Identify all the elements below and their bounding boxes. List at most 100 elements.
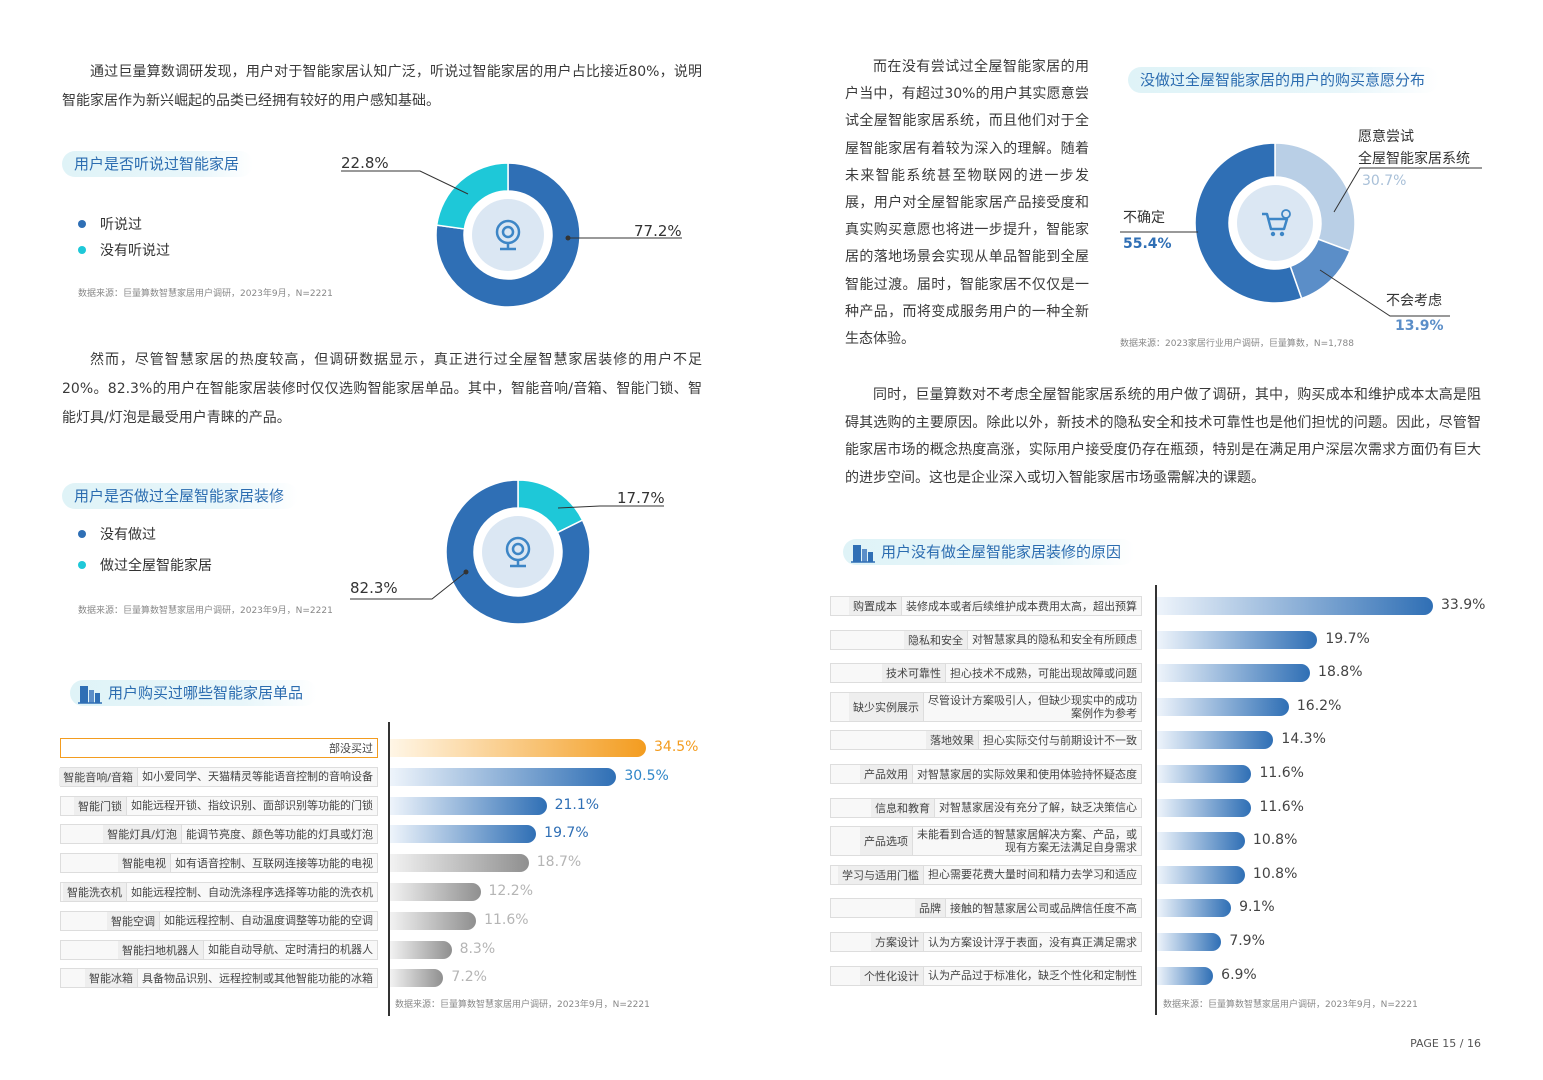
donut-slice-2 — [1194, 142, 1303, 304]
bar — [1157, 832, 1245, 851]
leader-dot — [565, 235, 571, 241]
category-label: 智能音响/音箱 如小爱同学、天猫精灵等能语音控制的音响设备 — [59, 766, 378, 787]
category-label: 智能扫地机器人 如能自动导航、定时清扫的机器人 — [60, 939, 378, 960]
category-name: 智能洗衣机 — [63, 883, 127, 901]
chart3-source: 数据来源：巨量算数智慧家居用户调研，2023年9月，N=2221 — [395, 1000, 650, 1010]
category-name: 购置成本 — [849, 597, 902, 615]
category-desc: 认为方案设计浮于表面，没有真正满足需求 — [928, 935, 1137, 949]
chart3-title: 用户购买过哪些智能家居单品 — [70, 680, 318, 706]
category-desc: 对智慧家居没有充分了解，缺乏决策信心 — [939, 801, 1137, 815]
chart4-val-no: 13.9% — [1395, 318, 1444, 334]
building-icon — [851, 545, 875, 563]
category-name: 智能电视 — [118, 854, 171, 873]
right-paragraph-2: 同时，巨量算数对不考虑全屋智能家居系统的用户做了调研，其中，购买成本和维护成本太… — [845, 387, 1481, 486]
category-name: 智能音响/音箱 — [59, 767, 138, 786]
category-desc: 对智慧家居的实际效果和使用体验持怀疑态度 — [917, 767, 1137, 781]
bar — [1157, 899, 1232, 918]
donut-center — [482, 516, 554, 588]
bar-value: 8.3% — [459, 940, 496, 957]
webcam-icon — [505, 536, 531, 568]
category-label: 智能洗衣机 如能远程控制、自动洗涤程序选择等功能的洗衣机 — [60, 882, 378, 902]
bar-value: 11.6% — [1259, 765, 1304, 781]
category-label: 部没买过 — [60, 738, 378, 758]
bar — [390, 854, 529, 873]
bar — [390, 969, 444, 988]
chart3-axis — [388, 722, 390, 1016]
chart5-axis — [1155, 585, 1157, 1015]
chart4-title: 没做过全屋智能家居的用户的购买意愿分布 — [1128, 67, 1440, 93]
category-name: 缺少实例展示 — [849, 692, 924, 721]
right-paragraph-1: 而在没有尝试过全屋智能家居的用户当中，有超过30%的用户其实愿意尝试全屋智能家居… — [845, 59, 1089, 348]
category-desc: 如能自动导航、定时清扫的机器人 — [208, 943, 373, 957]
category-name: 智能空调 — [107, 911, 160, 930]
chart1-source: 数据来源：巨量算数智慧家居用户调研，2023年9月，N=2221 — [78, 289, 333, 299]
bar-value: 7.9% — [1229, 933, 1265, 949]
chart5-title: 用户没有做全屋智能家居装修的原因 — [843, 539, 1136, 565]
chart1-label-small: 22.8% — [341, 154, 389, 172]
chart5-source: 数据来源：巨量算数智慧家居用户调研，2023年9月，N=2221 — [1163, 1000, 1418, 1010]
category-desc: 担心实际交付与前期设计不一致 — [983, 733, 1137, 747]
category-label: 智能电视 如有语音控制、互联网连接等功能的电视 — [60, 853, 378, 874]
bar — [390, 825, 537, 844]
category-label: 技术可靠性 担心技术不成熟，可能出现故障或问题 — [830, 663, 1142, 684]
chart4-leader-lines — [1120, 167, 1482, 317]
legend-done: 做过全屋智能家居 — [78, 555, 212, 575]
category-desc: 如小爱同学、天猫精灵等能语音控制的音响设备 — [142, 770, 373, 784]
category-label: 品牌 接触的智慧家居公司或品牌信任度不高 — [830, 898, 1142, 919]
chart4-val-unsure: 55.4% — [1123, 236, 1172, 252]
bar — [390, 911, 477, 930]
leader-line — [557, 505, 664, 509]
category-label: 购置成本 装修成本或者后续维护成本费用太高，超出预算 — [830, 596, 1142, 616]
category-name: 方案设计 — [871, 933, 924, 951]
category-desc: 如能远程开锁、指纹识别、面部识别等功能的门锁 — [131, 799, 373, 813]
category-label: 落地效果 担心实际交付与前期设计不一致 — [830, 730, 1142, 751]
bar — [1157, 697, 1289, 716]
shopping-cart-icon — [1262, 209, 1291, 237]
category-label: 智能门锁 如能远程开锁、指纹识别、面部识别等功能的门锁 — [60, 795, 378, 816]
bar-value: 10.8% — [1252, 865, 1298, 882]
leader-line — [341, 170, 469, 195]
legend-heard: 听说过 — [78, 214, 142, 234]
category-desc: 尽管设计方案吸引人，但缺少现实中的成功 案例作为参考 — [928, 693, 1137, 720]
bar-value: 33.9% — [1441, 597, 1486, 613]
donut-slice-0 — [1274, 142, 1356, 253]
category-name: 技术可靠性 — [882, 664, 946, 683]
chart1-title: 用户是否听说过智能家居 — [62, 151, 254, 177]
leader-line — [350, 571, 467, 600]
category-name: 智能扫地机器人 — [118, 940, 204, 959]
bar-value: 34.5% — [654, 739, 699, 755]
category-desc: 如能远程控制、自动温度调整等功能的空调 — [164, 914, 373, 928]
donut-chart-heard — [341, 162, 682, 308]
bar — [1157, 933, 1222, 951]
chart2-label-large: 82.3% — [350, 579, 398, 597]
bar-value: 16.2% — [1296, 697, 1342, 714]
bar — [1157, 966, 1214, 985]
bar-value: 7.2% — [451, 969, 487, 986]
category-desc: 具备物品识别、远程控制或其他智能功能的冰箱 — [142, 971, 373, 985]
chart5-bars: 购置成本 装修成本或者后续维护成本费用太高，超出预算 33.9% 隐私和安全 对智慧家具… — [0, 0, 1485, 986]
category-label: 隐私和安全 对智慧家具的隐私和安全有所顾虑 — [830, 629, 1142, 650]
bar — [390, 767, 617, 786]
category-desc: 如能远程控制、自动洗涤程序选择等功能的洗衣机 — [131, 885, 373, 899]
legend-dot-teal — [78, 246, 86, 254]
chart4-label-unsure: 不确定 — [1123, 210, 1165, 226]
bar — [390, 739, 646, 757]
chart3-bars: 部没买过 34.5% 智能音响/音箱 如小爱同学、天猫精灵等能语音控制的音响设备 30.… — [0, 0, 698, 989]
category-label: 产品选项 未能看到合适的智慧家居解决方案、产品，或 现有方案无法满足自身需求 — [830, 826, 1142, 857]
donut-center — [1237, 185, 1313, 261]
bar-value: 12.2% — [488, 883, 533, 899]
category-label: 智能空调 如能远程控制、自动温度调整等功能的空调 — [60, 910, 378, 931]
category-desc: 担心需要花费大量时间和精力去学习和适应 — [928, 868, 1137, 882]
category-name: 落地效果 — [926, 731, 979, 750]
donut-chart-willingness — [1194, 142, 1356, 304]
bar — [1157, 731, 1274, 750]
donut-slice-0 — [435, 162, 581, 308]
category-desc: 未能看到合适的智慧家居解决方案、产品，或 现有方案无法满足自身需求 — [917, 828, 1137, 855]
category-label: 智能灯具/灯泡 能调节亮度、颜色等功能的灯具或灯泡 — [60, 824, 378, 845]
category-desc: 如有语音控制、互联网连接等功能的电视 — [175, 856, 373, 870]
category-desc: 对智慧家具的隐私和安全有所顾虑 — [972, 633, 1137, 647]
category-label: 信息和教育 对智慧家居没有充分了解，缺乏决策信心 — [830, 797, 1142, 818]
donut-slice-1 — [435, 162, 509, 230]
intro-paragraph: 通过巨量算数调研发现，用户对于智能家居认知广泛，听说过智能家居的用户占比接近80… — [62, 64, 702, 109]
category-name: 智能冰箱 — [85, 969, 138, 988]
